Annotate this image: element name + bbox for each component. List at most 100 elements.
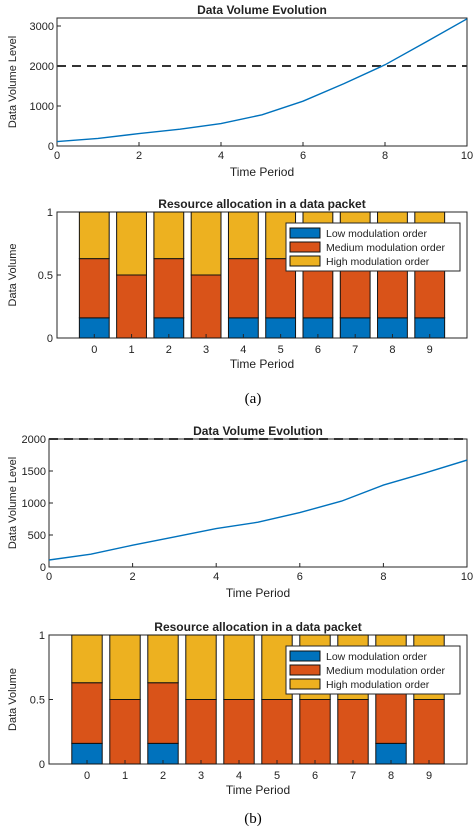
chart-2-bar-segment: [190, 274, 222, 339]
chart-4-bar-segment: [71, 634, 103, 684]
chart-4-y-tick-label: 0.5: [30, 695, 45, 707]
chart-2-x-tick-label: 4: [240, 344, 246, 356]
chart-3-plot-area: [48, 438, 468, 568]
chart-1-plot-area: [56, 17, 468, 147]
caption-b: (b): [244, 811, 262, 827]
caption-a: (a): [245, 391, 262, 407]
chart-4-bar-segment: [147, 682, 179, 744]
chart-4-legend-swatch: [289, 650, 321, 662]
chart-2-legend-swatch: [289, 227, 321, 239]
chart-1-title: Data Volume Evolution: [197, 3, 327, 17]
chart-3-x-tick-label: 4: [213, 571, 219, 583]
chart-4-x-tick-label: 5: [274, 770, 280, 782]
chart-4-bar-segment: [71, 682, 103, 744]
chart-1-series-line: [57, 18, 467, 143]
chart-4-legend-swatch: [289, 664, 321, 676]
chart-2-x-tick-label: 3: [203, 344, 209, 356]
chart-2-title: Resource allocation in a data packet: [158, 197, 365, 211]
chart-2-x-axis-label: Time Period: [230, 357, 294, 371]
chart-4-bar-segment: [223, 634, 255, 700]
chart-2-x-tick-label: 1: [128, 344, 134, 356]
chart-4-bar-segment: [261, 699, 293, 765]
chart-3-x-tick-label: 8: [380, 571, 386, 583]
chart-1-x-tick-label: 2: [136, 150, 142, 162]
chart-4-bar-segment: [109, 634, 141, 700]
chart-3-y-axis-label: Data Volume Level: [7, 457, 19, 549]
chart-4-x-tick-label: 9: [426, 770, 432, 782]
chart-2-bar-segment: [190, 211, 222, 276]
chart-3-y-tick-label: 0: [40, 562, 46, 574]
chart-4-y-axis-label: Data Volume: [7, 668, 19, 731]
chart-4-legend-label: Low modulation order: [326, 651, 427, 663]
chart-2-bar-segment: [78, 211, 110, 260]
chart-2-y-axis-label: Data Volume: [7, 244, 19, 307]
chart-3-x-axis-label: Time Period: [226, 586, 290, 600]
chart-4-bar-segment: [223, 699, 255, 765]
chart-3-y-tick-label: 1500: [22, 466, 46, 478]
chart-3-series-line: [49, 459, 467, 561]
chart-3-y-tick-label: 500: [28, 530, 46, 542]
chart-2-x-tick-label: 7: [352, 344, 358, 356]
chart-2-y-tick-label: 1: [47, 207, 53, 219]
chart-2-bar-segment: [153, 258, 185, 319]
chart-2-legend-swatch: [289, 255, 321, 267]
chart-4-x-tick-label: 3: [198, 770, 204, 782]
chart-2-x-tick-label: 2: [166, 344, 172, 356]
chart-4-x-tick-label: 0: [84, 770, 90, 782]
chart-4-x-tick-label: 8: [388, 770, 394, 782]
chart-2-x-tick-label: 5: [278, 344, 284, 356]
chart-1-x-tick-label: 4: [218, 150, 224, 162]
chart-2-bar-segment: [116, 211, 147, 276]
chart-2-legend-label: High modulation order: [326, 256, 430, 268]
chart-2-bar-segment: [227, 211, 259, 260]
chart-3-x-tick-label: 10: [461, 571, 473, 583]
chart-4-y-tick-label: 1: [39, 630, 45, 642]
chart-2-x-tick-label: 8: [389, 344, 395, 356]
chart-2-bar-segment: [116, 274, 147, 339]
chart-4-x-axis-label: Time Period: [226, 783, 290, 797]
chart-3-x-tick-label: 2: [130, 571, 136, 583]
chart-4-legend-label: Medium modulation order: [326, 665, 446, 677]
chart-4-bar-segment: [185, 634, 217, 700]
chart-1-x-tick-label: 6: [300, 150, 306, 162]
chart-2-bar-segment: [153, 211, 185, 260]
chart-1-y-tick-label: 2000: [30, 61, 54, 73]
chart-2-y-tick-label: 0: [47, 333, 53, 345]
chart-4-bar-segment: [147, 634, 179, 684]
chart-3-y-tick-label: 1000: [22, 498, 46, 510]
chart-2-legend-label: Medium modulation order: [326, 242, 446, 254]
chart-1-x-tick-label: 0: [54, 150, 60, 162]
chart-4-bar-segment: [413, 699, 445, 765]
chart-1-y-axis-label: Data Volume Level: [7, 36, 19, 128]
chart-2-legend-swatch: [289, 241, 321, 253]
chart-2-x-tick-label: 6: [315, 344, 321, 356]
chart-4-bar-segment: [299, 699, 331, 765]
chart-3-x-tick-label: 0: [46, 571, 52, 583]
chart-4-title: Resource allocation in a data packet: [154, 620, 361, 634]
chart-3-y-tick-label: 2000: [22, 434, 46, 446]
chart-4-x-tick-label: 1: [122, 770, 128, 782]
chart-4-x-tick-label: 2: [160, 770, 166, 782]
chart-3-x-tick-label: 6: [297, 571, 303, 583]
chart-4-bar-segment: [185, 699, 217, 765]
chart-4-x-tick-label: 6: [312, 770, 318, 782]
chart-4-y-tick-label: 0: [39, 759, 45, 771]
chart-4-bar-segment: [337, 699, 369, 765]
chart-2-legend-label: Low modulation order: [326, 228, 427, 240]
chart-4-x-tick-label: 4: [236, 770, 242, 782]
chart-1-x-tick-label: 8: [382, 150, 388, 162]
chart-2-x-tick-label: 0: [91, 344, 97, 356]
chart-1-y-tick-label: 3000: [30, 21, 54, 33]
chart-3-title: Data Volume Evolution: [193, 424, 323, 438]
chart-1-y-tick-label: 0: [48, 141, 54, 153]
chart-4-x-tick-label: 7: [350, 770, 356, 782]
chart-4-legend-swatch: [289, 678, 321, 690]
chart-1-x-axis-label: Time Period: [230, 165, 294, 179]
chart-1-y-tick-label: 1000: [30, 101, 54, 113]
chart-2-x-tick-label: 9: [427, 344, 433, 356]
chart-2-y-tick-label: 0.5: [38, 270, 53, 282]
chart-4-bar-segment: [109, 699, 141, 765]
chart-4-legend-label: High modulation order: [326, 679, 430, 691]
chart-1-x-tick-label: 10: [461, 150, 473, 162]
